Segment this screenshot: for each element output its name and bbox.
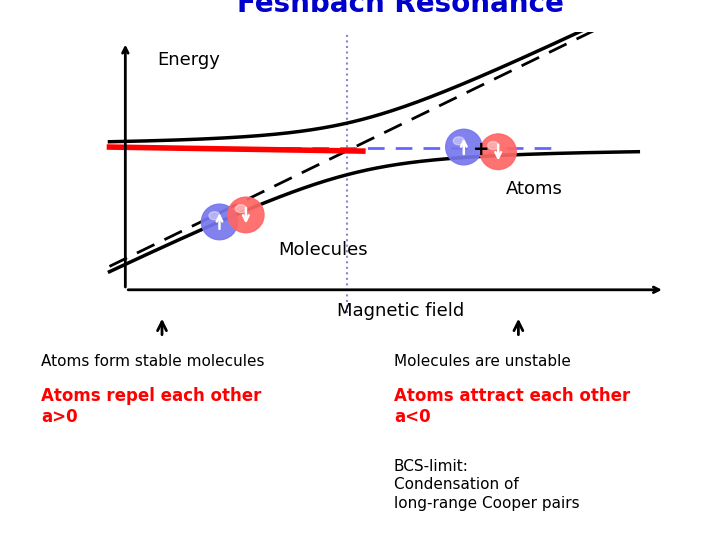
Text: Atoms repel each other
a>0: Atoms repel each other a>0 [41, 387, 261, 426]
Text: Molecules are unstable: Molecules are unstable [394, 354, 571, 369]
Text: Energy: Energy [157, 51, 220, 69]
Ellipse shape [235, 205, 246, 213]
Text: BCS-limit:
Condensation of
long-range Cooper pairs: BCS-limit: Condensation of long-range Co… [394, 458, 580, 511]
Text: Feshbach Resonance: Feshbach Resonance [237, 0, 564, 18]
Text: Atoms form stable molecules: Atoms form stable molecules [41, 354, 264, 369]
Ellipse shape [487, 141, 499, 150]
Text: Itinerant Ferromagnetism
Stoner instability
in a free gas: Itinerant Ferromagnetism Stoner instabil… [41, 458, 263, 511]
Text: Atoms attract each other
a<0: Atoms attract each other a<0 [394, 387, 630, 426]
Text: +: + [472, 140, 489, 159]
Ellipse shape [480, 134, 516, 170]
Text: Atoms: Atoms [506, 180, 563, 198]
Text: Magnetic field: Magnetic field [337, 301, 464, 320]
Ellipse shape [228, 197, 264, 233]
Ellipse shape [446, 129, 482, 165]
Ellipse shape [454, 137, 464, 145]
Ellipse shape [202, 204, 238, 240]
Text: Molecules: Molecules [279, 241, 369, 259]
Ellipse shape [209, 212, 220, 220]
